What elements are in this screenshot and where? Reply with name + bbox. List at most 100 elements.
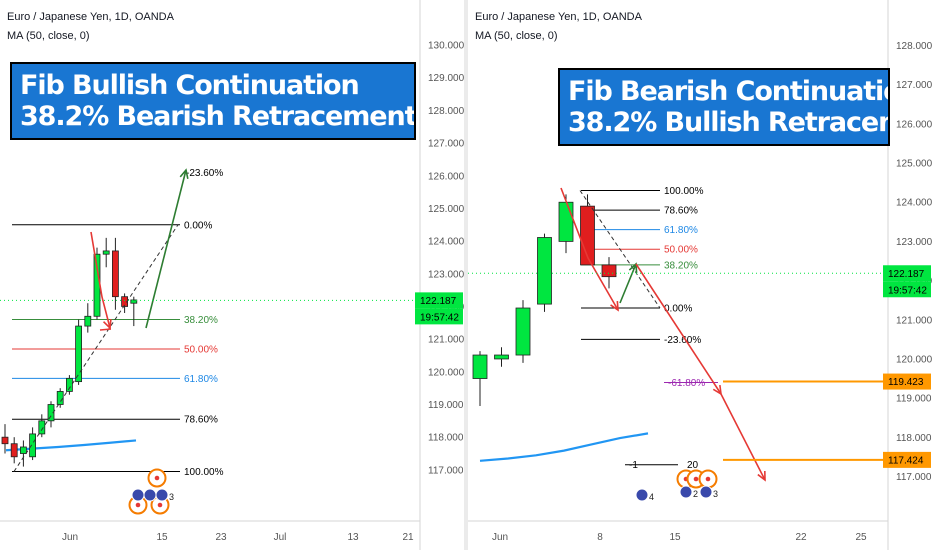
impulse-arrow: [560, 187, 619, 311]
fib-level-label: -23.60%: [186, 168, 223, 179]
ma50-line: [479, 432, 649, 462]
bearish-candle: [112, 250, 119, 298]
fib-level-label: 50.00%: [184, 344, 218, 355]
price-tick-label: 123.000: [896, 237, 932, 248]
price-tick-label: 126.000: [896, 119, 932, 130]
price-tick-label: 126.000: [428, 171, 464, 182]
price-tick-label: 119.000: [896, 394, 932, 405]
price-tick-label: 127.000: [428, 139, 464, 150]
target-tag-bg: [883, 451, 931, 468]
bullish-candle: [75, 325, 82, 383]
price-axis[interactable]: 117.000118.000119.000120.000121.000122.0…: [468, 0, 932, 550]
bearish-candle: [601, 264, 617, 278]
event-icons[interactable]: 4 2 3 20: [635, 460, 718, 502]
fib-level-label: 61.80%: [184, 374, 218, 385]
price-tick-label: 120.000: [428, 367, 464, 378]
arrow-head: [757, 470, 766, 482]
symbol-title[interactable]: Euro / Japanese Yen, 1D, OANDA: [7, 11, 174, 23]
event-count-label: 2: [693, 489, 698, 499]
drawings[interactable]: [13, 168, 189, 472]
banner-line-2: 38.2% Bullish Retracement: [568, 107, 888, 138]
arrow-head: [610, 300, 619, 312]
event-count-label: 4: [649, 492, 654, 502]
event-dot-icon: [157, 502, 163, 508]
time-tick-label: 22: [795, 532, 807, 543]
price-tag-bg: [415, 292, 463, 309]
price-tick-label: 124.000: [428, 237, 464, 248]
price-tick-label: 117.000: [428, 465, 464, 476]
symbol-title[interactable]: Euro / Japanese Yen, 1D, OANDA: [475, 11, 642, 23]
bearish-candle: [1, 436, 9, 445]
bullish-candle: [47, 404, 55, 422]
price-axis[interactable]: 117.000118.000119.000120.000121.000122.0…: [0, 0, 464, 550]
fib-level-label: 61.80%: [664, 225, 698, 236]
title-banner: Fib Bearish Continuation 38.2% Bullish R…: [558, 68, 890, 146]
time-tick-label: Jul: [274, 532, 287, 543]
chart-canvas-right[interactable]: 100.00% 78.60% 61.80% 50.00% 38.20% 0.00% -23.…: [468, 0, 932, 550]
indicator-legend[interactable]: MA (50, close, 0): [475, 30, 558, 42]
event-dot-icon: [154, 475, 160, 481]
time-tick-label: 21: [402, 532, 414, 543]
fib-level-label: 0.00%: [664, 304, 692, 315]
price-tick-label: 127.000: [896, 80, 932, 91]
drawings[interactable]: [560, 187, 766, 482]
price-tick-label: 125.000: [428, 204, 464, 215]
banner-line-1: Fib Bullish Continuation: [20, 70, 360, 101]
moving-average-line: [479, 432, 649, 462]
time-tick-label: 13: [347, 532, 359, 543]
event-icons[interactable]: 423: [128, 468, 175, 515]
economic-event-icon: [699, 485, 713, 499]
economic-event-icon: [679, 485, 693, 499]
price-tick-label: 117.000: [896, 472, 932, 483]
candlesticks: [472, 194, 617, 406]
moving-average-line: [5, 439, 137, 452]
price-tick-label: 128.000: [428, 106, 464, 117]
time-axis[interactable]: Jun 15 23 Jul 13 21: [0, 520, 420, 543]
chart-panel-left: -23.60% 0.00% 38.20% 50.00% 61.80% 78.60% 100.…: [0, 0, 464, 550]
bullish-candle: [66, 377, 73, 392]
event-dot-icon: [135, 502, 141, 508]
fib-retracement[interactable]: -23.60% 0.00% 38.20% 50.00% 61.80% 78.60% 100.…: [12, 168, 224, 478]
arrow-head: [102, 318, 112, 330]
bullish-candle: [19, 446, 27, 454]
arrow-tail: [99, 328, 112, 331]
price-tick-label: 129.000: [428, 73, 464, 84]
fib-level-label: 0.00%: [184, 220, 212, 231]
economic-event-icon: [635, 488, 649, 502]
bullish-candle: [38, 420, 46, 435]
event-count-label: 3: [713, 489, 718, 499]
countdown-bg: [415, 308, 463, 325]
banner-line-2: 38.2% Bearish Retracement: [20, 101, 416, 132]
continuation-arrow: [145, 169, 187, 329]
price-tick-label: 119.000: [428, 400, 464, 411]
current-price-label: 122.187: [888, 269, 925, 280]
banner-line-1: Fib Bearish Continuation: [568, 76, 890, 107]
time-tick-label: 25: [855, 532, 867, 543]
time-tick-label: Jun: [492, 532, 508, 543]
continuation-arrow: [720, 393, 766, 481]
fib-extension[interactable]: 100.00% 78.60% 61.80% 50.00% 38.20% 0.00% -23.…: [581, 186, 718, 471]
fib-trend-line: [13, 224, 179, 472]
bullish-candle: [56, 391, 64, 405]
chart-canvas-left[interactable]: -23.60% 0.00% 38.20% 50.00% 61.80% 78.60% 100.…: [0, 0, 464, 550]
time-axis[interactable]: Jun 8 15 22 25: [468, 520, 888, 543]
bullish-candle: [130, 299, 138, 304]
event-dot-icon: [705, 476, 711, 482]
bullish-candle: [515, 307, 531, 356]
target-price-label: 119.423: [888, 377, 924, 388]
candlesticks: [1, 237, 138, 467]
economic-event-icon: [131, 488, 145, 502]
price-tick-label: 123.000: [428, 269, 464, 280]
continuation-arrow: [635, 263, 722, 395]
price-tick-label: 130.000: [428, 41, 464, 52]
fib-level-label: 78.60%: [664, 206, 698, 217]
price-tag-bg: [883, 265, 931, 282]
current-price-label: 122.187: [420, 296, 457, 307]
price-tick-label: 118.000: [428, 433, 464, 444]
chart-panel-right: 100.00% 78.60% 61.80% 50.00% 38.20% 0.00% -23.…: [468, 0, 932, 550]
title-banner: Fib Bullish Continuation 38.2% Bearish R…: [10, 62, 416, 140]
fib-level-label: -1: [629, 460, 638, 471]
time-tick-label: 15: [669, 532, 681, 543]
panel-divider[interactable]: [464, 0, 468, 550]
indicator-legend[interactable]: MA (50, close, 0): [7, 30, 90, 42]
